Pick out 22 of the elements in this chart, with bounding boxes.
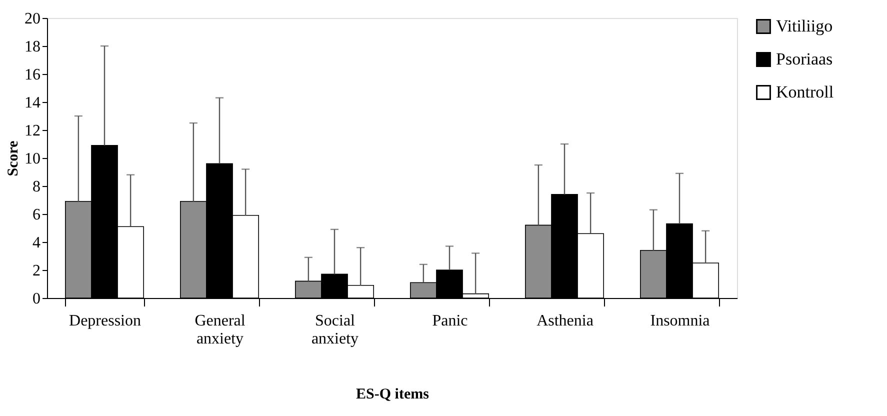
y-tick-label: 6 (32, 206, 40, 224)
x-tick-label: Social anxiety (311, 312, 359, 348)
legend-label: Psoriaas (776, 50, 833, 68)
x-tick-label: Insomnia (650, 312, 710, 330)
x-tick-label: Asthenia (536, 312, 594, 330)
legend-label: Vitiliigo (776, 16, 833, 36)
y-tick-label: 18 (24, 38, 40, 56)
y-tick-label: 4 (32, 234, 40, 252)
y-tick-label: 0 (32, 290, 40, 308)
y-tick-label: 16 (24, 66, 40, 84)
x-tick-label: Panic (432, 312, 468, 330)
y-tick-label: 20 (24, 10, 40, 28)
y-tick-label: 14 (24, 94, 40, 112)
y-tick-label: 10 (24, 150, 40, 168)
x-tick-label: Depression (69, 312, 141, 330)
legend-label: Kontroll (776, 82, 834, 102)
y-tick-label: 2 (32, 262, 40, 280)
x-axis-title: ES-Q items (356, 386, 430, 402)
x-tick-label: General anxiety (194, 312, 246, 348)
y-tick-label: 12 (24, 122, 40, 140)
y-tick-label: 8 (32, 178, 40, 196)
y-axis-title: Score (6, 140, 22, 176)
